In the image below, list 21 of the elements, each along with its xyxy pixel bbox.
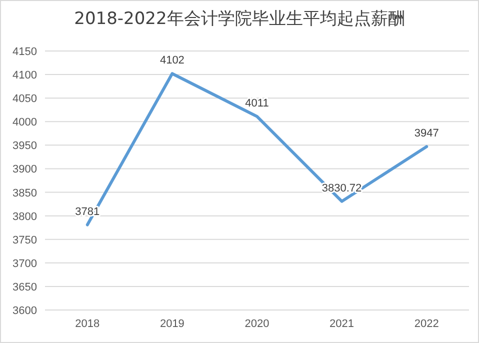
y-tick-label: 4050	[12, 93, 37, 106]
y-tick-label: 3750	[12, 234, 37, 246]
y-tick-label: 3700	[12, 258, 37, 270]
data-label: 3947	[414, 128, 439, 140]
y-tick-label: 3850	[12, 187, 37, 200]
data-label: 4011	[245, 97, 269, 110]
y-tick-label: 3600	[12, 305, 37, 317]
x-tick-label: 2020	[244, 318, 270, 330]
y-tick-label: 3800	[12, 210, 37, 223]
y-tick-label: 4100	[12, 70, 37, 82]
y-tick-label: 4150	[12, 46, 37, 58]
x-tick-label: 2018	[75, 318, 100, 330]
x-tick-label: 2022	[414, 318, 439, 330]
y-tick-label: 4000	[12, 116, 37, 129]
data-label: 4102	[160, 54, 184, 67]
y-tick-label: 3950	[12, 140, 37, 152]
y-tick-label: 3650	[12, 281, 37, 294]
y-tick-label: 3900	[12, 164, 37, 176]
x-tick-label: 2019	[160, 318, 184, 330]
chart-title: 2018-2022年会计学院毕业生平均起点薪酬	[74, 9, 405, 29]
x-tick-label: 2021	[330, 318, 354, 330]
